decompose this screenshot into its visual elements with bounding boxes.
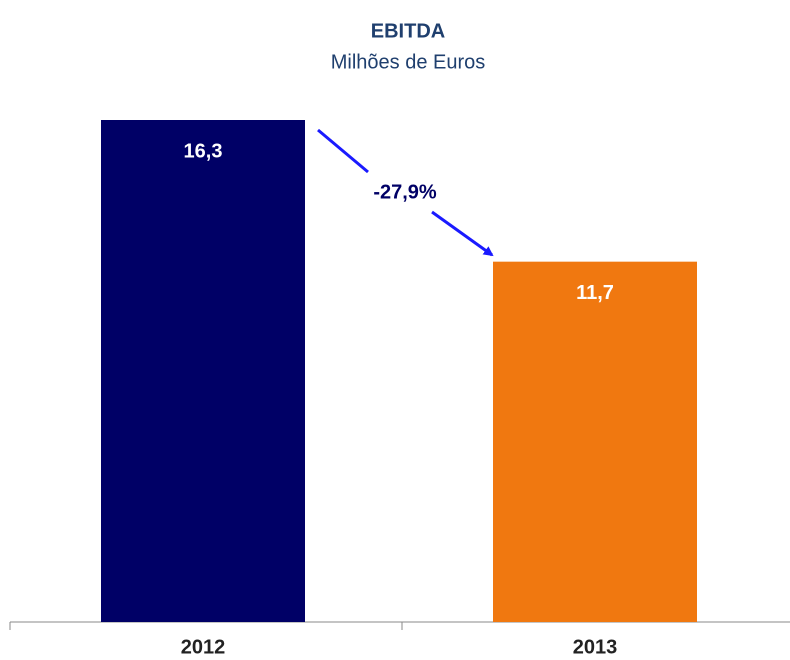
x-tick-label: 2013 [573, 636, 618, 658]
chart-subtitle: Milhões de Euros [331, 51, 486, 73]
chart-title: EBITDA [371, 20, 445, 42]
bar [493, 261, 697, 622]
arrow [317, 128, 369, 174]
annotation: -27,9% [373, 181, 437, 203]
value-label: 11,7 [576, 282, 614, 304]
bar [101, 120, 305, 622]
value-label: 16,3 [184, 140, 223, 162]
arrow [431, 210, 494, 257]
x-tick-label: 2012 [181, 636, 226, 658]
